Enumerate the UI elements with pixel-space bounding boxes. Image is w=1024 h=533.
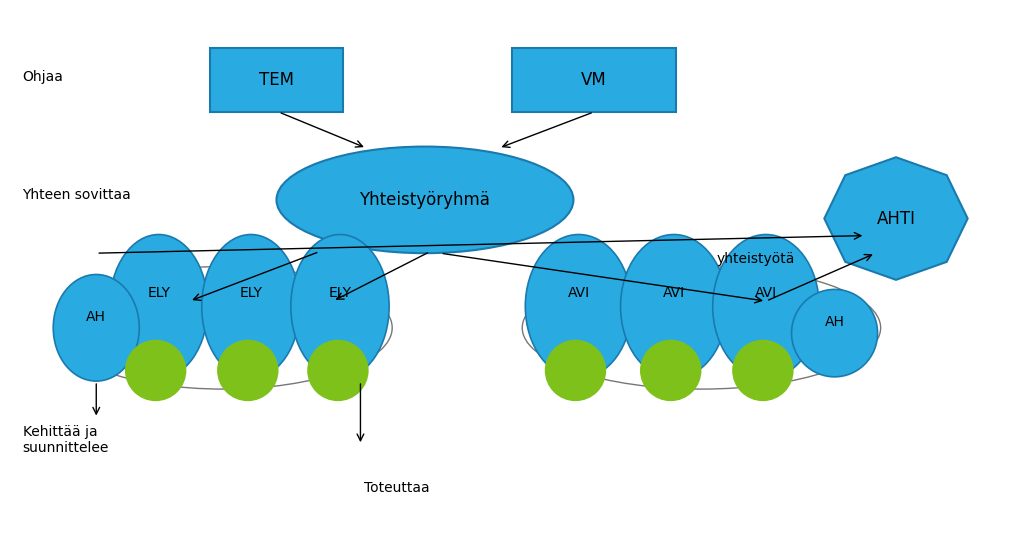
Ellipse shape — [732, 340, 794, 401]
Ellipse shape — [713, 235, 819, 378]
Ellipse shape — [291, 235, 389, 378]
Text: Toteuttaa: Toteuttaa — [364, 481, 429, 495]
Text: AHTI: AHTI — [877, 209, 915, 228]
Ellipse shape — [110, 235, 208, 378]
Text: AH: AH — [86, 310, 106, 324]
Ellipse shape — [640, 340, 701, 401]
Text: Kehittää ja
suunnittelee: Kehittää ja suunnittelee — [23, 425, 109, 455]
Text: AVI: AVI — [755, 286, 777, 300]
Ellipse shape — [53, 274, 139, 381]
Text: Ohjaa: Ohjaa — [23, 70, 63, 84]
Text: ELY: ELY — [147, 286, 170, 300]
Ellipse shape — [307, 340, 369, 401]
Polygon shape — [824, 157, 968, 280]
Text: yhteistyötä: yhteistyötä — [717, 252, 796, 265]
Ellipse shape — [202, 235, 300, 378]
Text: AVI: AVI — [567, 286, 590, 300]
Ellipse shape — [217, 340, 279, 401]
FancyBboxPatch shape — [512, 48, 676, 112]
FancyBboxPatch shape — [210, 48, 343, 112]
Text: ELY: ELY — [240, 286, 262, 300]
Text: AH: AH — [824, 316, 845, 329]
Ellipse shape — [545, 340, 606, 401]
Ellipse shape — [525, 235, 632, 378]
Text: TEM: TEM — [259, 71, 294, 89]
Ellipse shape — [792, 289, 878, 377]
Ellipse shape — [276, 147, 573, 253]
Ellipse shape — [621, 235, 727, 378]
Text: VM: VM — [581, 71, 607, 89]
Text: AVI: AVI — [663, 286, 685, 300]
Text: Yhteen sovittaa: Yhteen sovittaa — [23, 188, 131, 201]
Ellipse shape — [125, 340, 186, 401]
Text: ELY: ELY — [329, 286, 351, 300]
Text: Yhteistyöryhmä: Yhteistyöryhmä — [359, 191, 490, 209]
